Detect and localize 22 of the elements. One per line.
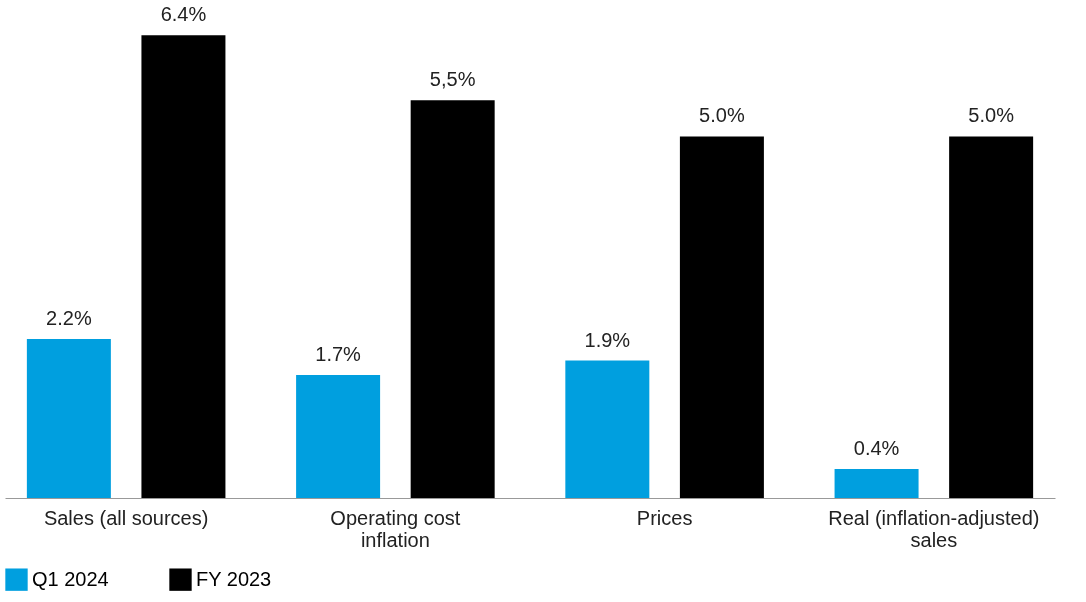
data-label: 6.4% — [160, 3, 207, 26]
bar — [410, 100, 495, 498]
bar — [296, 375, 381, 498]
data-label: 1.9% — [584, 328, 631, 351]
bar — [565, 360, 650, 498]
bar — [679, 136, 764, 498]
bar — [834, 469, 919, 498]
bar — [949, 136, 1034, 498]
x-tick-label: Sales (all sources) — [43, 506, 209, 529]
data-label: 5,5% — [429, 68, 476, 91]
data-label: 5.0% — [968, 104, 1015, 127]
data-label: 5.0% — [699, 104, 745, 127]
data-label: 0.4% — [853, 437, 900, 460]
data-label: 1.7% — [315, 343, 362, 366]
bar — [26, 338, 111, 498]
bar — [141, 35, 226, 498]
legend-label: Q1 2024 — [32, 567, 109, 590]
x-tick-label: Real (inflation-adjusted) sales — [828, 506, 1040, 551]
data-label: 2.2% — [46, 306, 92, 329]
x-tick-label: Operating cost inflation — [330, 506, 461, 551]
legend-label: FY 2023 — [196, 567, 272, 590]
x-tick-label: Prices — [636, 506, 693, 529]
